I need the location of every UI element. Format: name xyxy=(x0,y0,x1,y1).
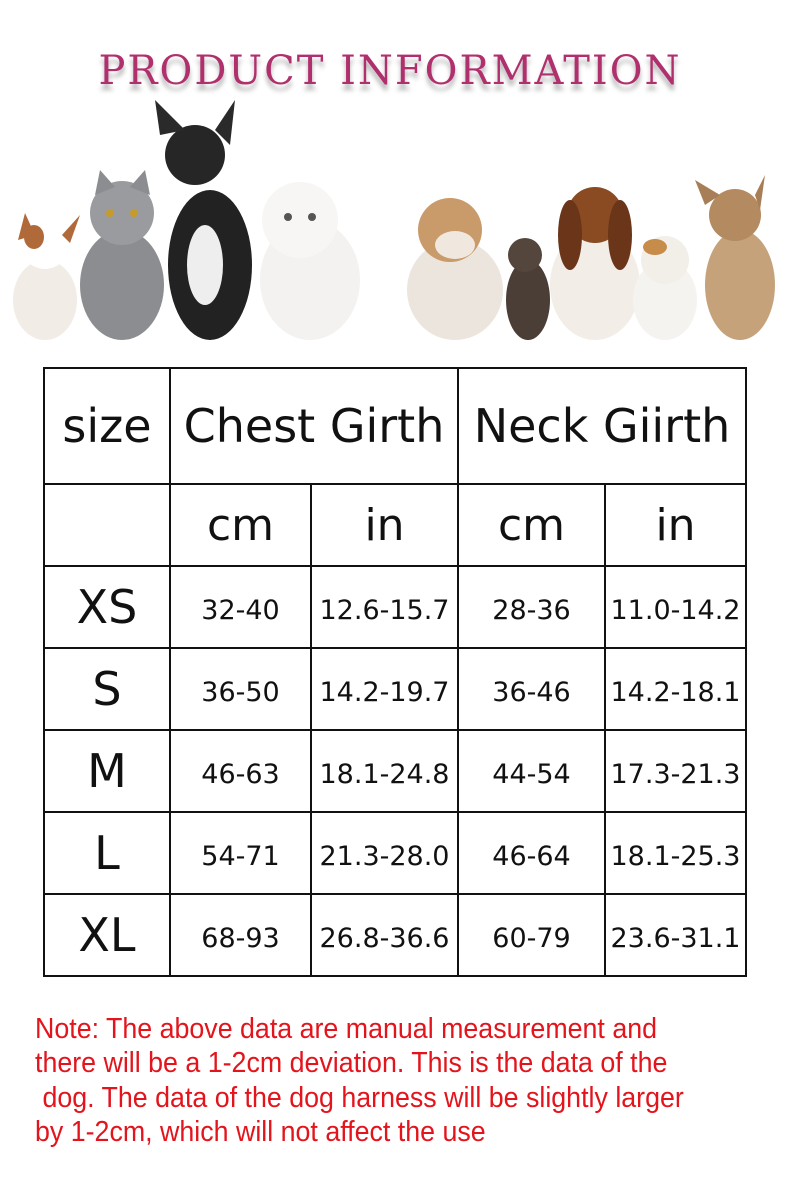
page-title: PRODUCT INFORMATION xyxy=(98,48,682,94)
unit-chest-in: in xyxy=(310,483,459,567)
measurement-cell: 12.6-15.7 xyxy=(310,565,459,649)
size-cell: XS xyxy=(43,565,171,649)
pets-photo xyxy=(13,100,775,340)
tabby-cat-image xyxy=(506,238,550,340)
unit-neck-in: in xyxy=(604,483,747,567)
header-neck-girth: Neck Giirth xyxy=(457,367,747,485)
basset-hound-image xyxy=(550,187,640,340)
size-cell: L xyxy=(43,811,171,895)
note-line: by 1-2cm, which will not affect the use xyxy=(35,1116,486,1148)
measurement-cell: 18.1-25.3 xyxy=(604,811,747,895)
unit-chest-cm: cm xyxy=(169,483,312,567)
calico-cat-image xyxy=(633,236,697,340)
measurement-cell: 36-50 xyxy=(169,647,312,731)
measurement-cell: 44-54 xyxy=(457,729,606,813)
measurement-cell: 36-46 xyxy=(457,647,606,731)
size-cell: S xyxy=(43,647,171,731)
note-line: dog. The data of the dog harness will be… xyxy=(35,1082,684,1114)
header-empty xyxy=(43,483,171,567)
measurement-cell: 46-64 xyxy=(457,811,606,895)
header-size: size xyxy=(43,367,171,485)
puppy-image xyxy=(13,213,80,340)
white-cat-image xyxy=(260,182,360,340)
unit-neck-cm: cm xyxy=(457,483,606,567)
bulldog-image xyxy=(407,198,503,340)
measurement-cell: 68-93 xyxy=(169,893,312,977)
french-bulldog-fawn-image xyxy=(695,175,775,340)
size-cell: M xyxy=(43,729,171,813)
measurement-cell: 23.6-31.1 xyxy=(604,893,747,977)
measurement-cell: 32-40 xyxy=(169,565,312,649)
gray-cat-image xyxy=(80,170,164,340)
measurement-cell: 28-36 xyxy=(457,565,606,649)
note-line: Note: The above data are manual measurem… xyxy=(35,1013,658,1045)
measurement-cell: 17.3-21.3 xyxy=(604,729,747,813)
measurement-cell: 18.1-24.8 xyxy=(310,729,459,813)
header-chest-girth: Chest Girth xyxy=(169,367,459,485)
size-cell: XL xyxy=(43,893,171,977)
measurement-cell: 26.8-36.6 xyxy=(310,893,459,977)
measurement-cell: 46-63 xyxy=(169,729,312,813)
measurement-cell: 21.3-28.0 xyxy=(310,811,459,895)
measurement-cell: 60-79 xyxy=(457,893,606,977)
measurement-cell: 11.0-14.2 xyxy=(604,565,747,649)
french-bulldog-black-image xyxy=(155,100,252,340)
measurement-cell: 54-71 xyxy=(169,811,312,895)
note-line: there will be a 1-2cm deviation. This is… xyxy=(35,1047,668,1079)
measurement-cell: 14.2-19.7 xyxy=(310,647,459,731)
measurement-cell: 14.2-18.1 xyxy=(604,647,747,731)
